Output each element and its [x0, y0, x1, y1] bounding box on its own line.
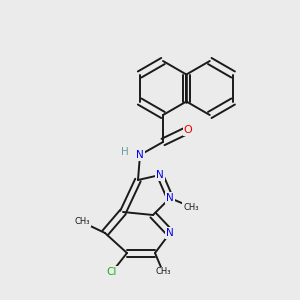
Text: O: O — [184, 125, 192, 135]
Text: N: N — [166, 193, 174, 203]
Text: CH₃: CH₃ — [183, 202, 199, 211]
Text: Cl: Cl — [107, 267, 117, 277]
Text: CH₃: CH₃ — [155, 268, 171, 277]
Text: N: N — [166, 228, 174, 238]
Text: CH₃: CH₃ — [74, 218, 90, 226]
Text: N: N — [136, 150, 144, 160]
Text: N: N — [156, 170, 164, 180]
Text: H: H — [121, 147, 129, 157]
